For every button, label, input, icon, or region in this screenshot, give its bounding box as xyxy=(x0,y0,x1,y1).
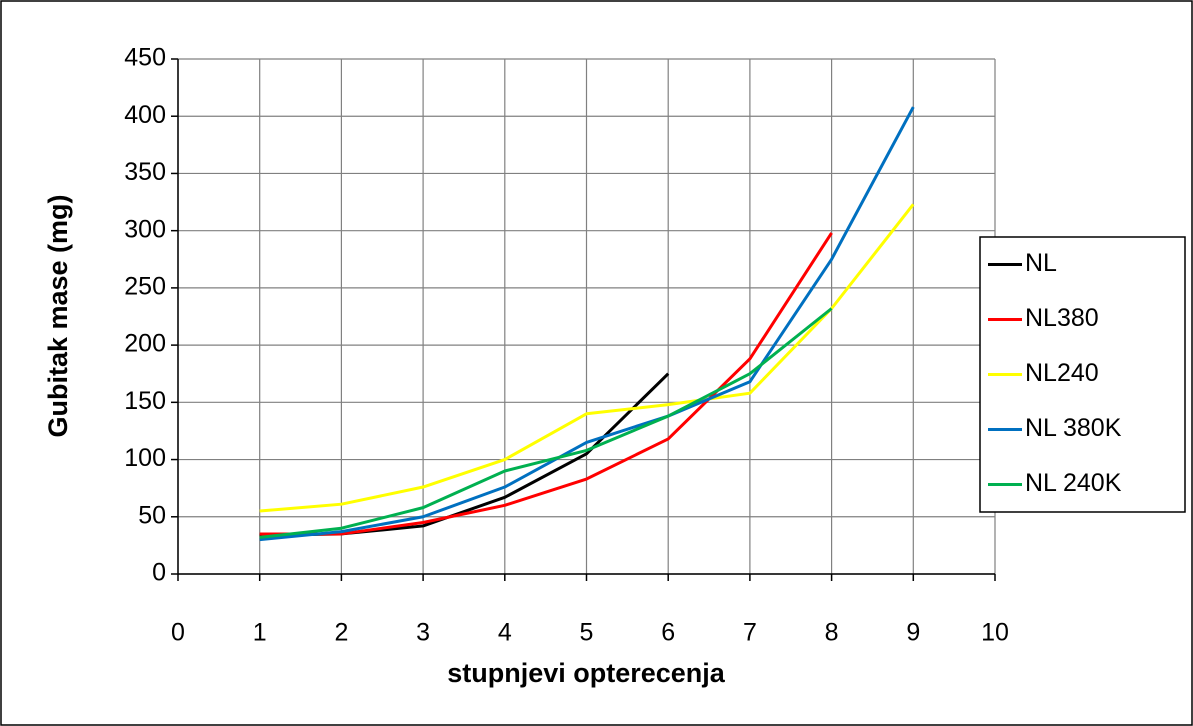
y-tick-label: 450 xyxy=(124,44,166,72)
legend-label: NL xyxy=(1025,249,1057,277)
y-tick-label: 400 xyxy=(124,101,166,129)
x-tick-label: 2 xyxy=(334,619,348,647)
y-tick-label: 0 xyxy=(152,559,166,587)
x-tick-label: 3 xyxy=(416,619,430,647)
y-tick-label: 50 xyxy=(138,501,166,529)
y-tick-label: 350 xyxy=(124,158,166,186)
x-axis-label: stupnjevi opterecenja xyxy=(447,658,726,688)
x-tick-label: 4 xyxy=(498,619,512,647)
y-tick-label: 100 xyxy=(124,444,166,472)
y-tick-label: 150 xyxy=(124,387,166,415)
y-axis-label: Gubitak mase (mg) xyxy=(43,194,73,437)
legend-label: NL380 xyxy=(1025,304,1099,332)
y-tick-label: 300 xyxy=(124,215,166,243)
legend-label: NL240 xyxy=(1025,359,1099,387)
y-tick-label: 250 xyxy=(124,272,166,300)
x-tick-label: 1 xyxy=(253,619,267,647)
x-tick-label: 10 xyxy=(981,619,1009,647)
x-tick-label: 7 xyxy=(743,619,757,647)
series-line xyxy=(259,307,833,539)
series-line xyxy=(259,232,833,536)
x-tick-label: 8 xyxy=(825,619,839,647)
x-tick-label: 6 xyxy=(661,619,675,647)
y-tick-label: 200 xyxy=(124,330,166,358)
series-line xyxy=(259,203,915,513)
x-tick-label: 0 xyxy=(171,619,185,647)
series-line xyxy=(259,106,915,542)
legend-label: NL 240K xyxy=(1025,469,1122,497)
legend-label: NL 380K xyxy=(1025,414,1122,442)
x-tick-label: 5 xyxy=(580,619,594,647)
x-tick-label: 9 xyxy=(906,619,920,647)
